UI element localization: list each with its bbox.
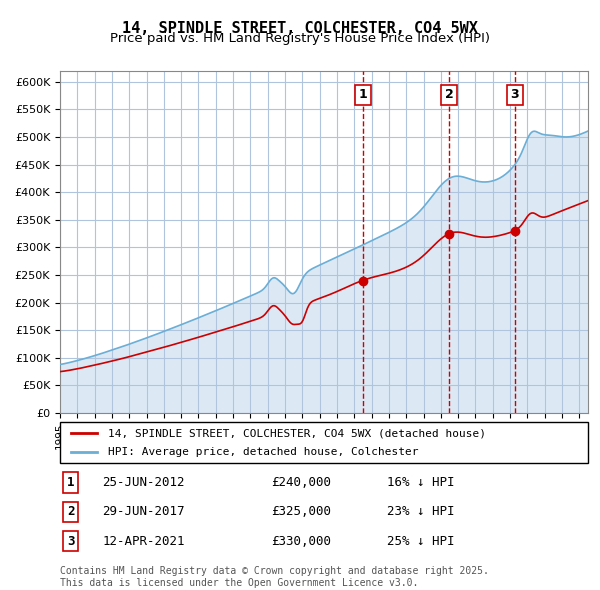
Text: 3: 3 bbox=[67, 535, 74, 548]
Text: HPI: Average price, detached house, Colchester: HPI: Average price, detached house, Colc… bbox=[107, 447, 418, 457]
Text: 16% ↓ HPI: 16% ↓ HPI bbox=[388, 476, 455, 489]
Text: 12-APR-2021: 12-APR-2021 bbox=[102, 535, 185, 548]
Text: 29-JUN-2017: 29-JUN-2017 bbox=[102, 505, 185, 519]
Text: £330,000: £330,000 bbox=[271, 535, 331, 548]
Text: 2: 2 bbox=[445, 88, 454, 101]
Text: 1: 1 bbox=[358, 88, 367, 101]
Text: 14, SPINDLE STREET, COLCHESTER, CO4 5WX: 14, SPINDLE STREET, COLCHESTER, CO4 5WX bbox=[122, 21, 478, 35]
FancyBboxPatch shape bbox=[60, 422, 588, 463]
Text: 14, SPINDLE STREET, COLCHESTER, CO4 5WX (detached house): 14, SPINDLE STREET, COLCHESTER, CO4 5WX … bbox=[107, 428, 485, 438]
Text: 25-JUN-2012: 25-JUN-2012 bbox=[102, 476, 185, 489]
Text: 2: 2 bbox=[67, 505, 74, 519]
Text: Contains HM Land Registry data © Crown copyright and database right 2025.
This d: Contains HM Land Registry data © Crown c… bbox=[60, 566, 489, 588]
Text: £325,000: £325,000 bbox=[271, 505, 331, 519]
Text: 3: 3 bbox=[511, 88, 519, 101]
Text: 1: 1 bbox=[67, 476, 74, 489]
Text: 23% ↓ HPI: 23% ↓ HPI bbox=[388, 505, 455, 519]
Text: 25% ↓ HPI: 25% ↓ HPI bbox=[388, 535, 455, 548]
Text: Price paid vs. HM Land Registry's House Price Index (HPI): Price paid vs. HM Land Registry's House … bbox=[110, 32, 490, 45]
Text: £240,000: £240,000 bbox=[271, 476, 331, 489]
